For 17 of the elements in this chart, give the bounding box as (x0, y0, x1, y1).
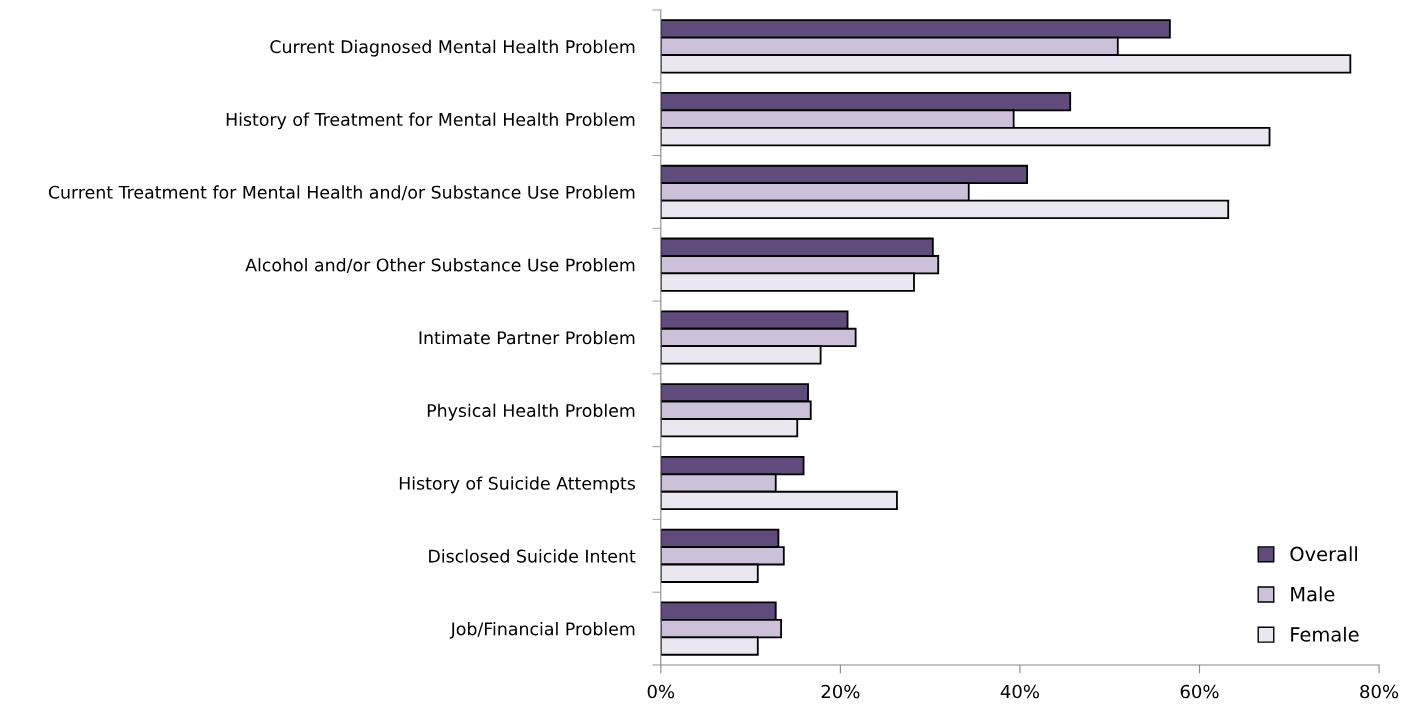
x-tick-label: 20% (821, 684, 860, 699)
y-tick-label: Physical Health Problem (427, 403, 635, 421)
x-tick-label: 40% (1000, 684, 1039, 699)
y-tick-label: Alcohol and/or Other Substance Use Problem (245, 258, 635, 273)
y-tick-label: Disclosed Suicide Intent (429, 549, 636, 563)
y-tick-label: Intimate Partner Problem (419, 330, 635, 345)
legend-label: Overall (1290, 546, 1357, 562)
y-tick-label: Current Treatment for Mental Health and/or Substance Use Problem (48, 185, 635, 201)
x-tick-label: 60% (1180, 684, 1219, 699)
y-tick-label: Job/Financial Problem (449, 621, 635, 639)
x-tick-label: 0% (647, 684, 675, 699)
legend-label: Male (1291, 586, 1335, 602)
y-tick-label: History of Suicide Attempts (399, 476, 635, 494)
y-tick-label: History of Treatment for Mental Health Problem (226, 112, 635, 130)
y-tick-label: Current Diagnosed Mental Health Problem (270, 39, 635, 57)
legend-label: Female (1291, 626, 1359, 642)
x-tick-label: 80% (1360, 684, 1399, 699)
